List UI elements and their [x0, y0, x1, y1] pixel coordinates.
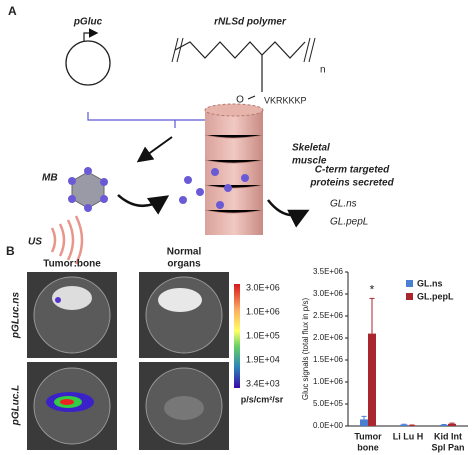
muscle-label: muscle: [292, 156, 327, 167]
column-label: Normal: [167, 247, 202, 258]
annotation: *: [370, 283, 375, 297]
y-tick-label: 3.5E+06: [313, 267, 344, 276]
y-tick-label: 1.0E+06: [313, 377, 344, 386]
product-label: GL.pepL: [330, 217, 368, 228]
colorbar-label: 3.4E+03: [246, 378, 280, 388]
colorbar-label: 1.0E+06: [246, 306, 280, 316]
x-tick-label: bone: [357, 442, 379, 452]
mb-label: MB: [42, 173, 58, 184]
x-tick-label: Tumor: [354, 431, 382, 441]
y-tick-label: 0.0E+00: [313, 421, 344, 430]
ultrasound-waves: [50, 215, 84, 265]
row-label: pGLuc.ns: [11, 292, 22, 340]
image-panels: [27, 272, 229, 450]
y-axis-title: Gluc signals (total flux in p/s): [301, 298, 310, 401]
repeat-label: n: [320, 65, 326, 76]
y-tick-label: 2.5E+06: [313, 311, 344, 320]
bar: [368, 333, 376, 426]
plasmid: [65, 40, 111, 86]
result-label: proteins secreted: [309, 178, 394, 189]
us-label: US: [28, 237, 42, 248]
error-bar: [449, 422, 455, 424]
bar: [440, 424, 448, 426]
arrow: [117, 194, 170, 215]
colorbar-label: 1.0E+05: [246, 330, 280, 340]
colorbar-unit: p/s/cm²/sr: [241, 394, 284, 404]
plasmid-label: pGluc: [73, 17, 103, 28]
nanoparticles: [179, 168, 249, 209]
legend-label: GL.pepL: [417, 291, 454, 301]
colorbar-label: 1.9E+04: [246, 354, 280, 364]
y-tick-label: 1.5E+06: [313, 355, 344, 364]
peptide: VKRKKKP: [264, 95, 307, 105]
bar: [360, 419, 368, 426]
bracket: [303, 37, 316, 63]
nanoparticles: [68, 167, 108, 212]
x-tick-label: Spl Pan: [431, 442, 464, 452]
product-label: GL.ns: [330, 199, 357, 210]
muscle-top: [204, 103, 264, 117]
bar: [448, 423, 456, 426]
result-label: C-term targeted: [315, 165, 390, 176]
error-bar: [369, 297, 375, 334]
side-chain: [247, 55, 263, 100]
panel-label: B: [6, 244, 15, 258]
muscle-label: Skeletal: [292, 143, 330, 154]
legend-swatch: [406, 293, 413, 300]
legend-swatch: [406, 280, 413, 287]
x-tick-label: Kid Int: [434, 431, 462, 441]
bracket: [171, 37, 184, 63]
y-tick-label: 2.0E+06: [313, 333, 344, 342]
promoter-arrow: [83, 28, 99, 41]
polymer-chain: [174, 41, 306, 59]
polymer-label: rNLSd polymer: [214, 17, 287, 28]
error-bar: [361, 415, 367, 420]
column-label: Tumor:bone: [43, 259, 101, 270]
column-label: organs: [167, 259, 201, 270]
colorbar-label: 3.0E+06: [246, 282, 280, 292]
arrow: [136, 136, 173, 163]
bar: [408, 425, 416, 426]
legend-label: GL.ns: [417, 278, 443, 288]
y-tick-label: 3.0E+06: [313, 289, 344, 298]
muscle-striations: [204, 134, 264, 214]
microbubble: [71, 171, 105, 209]
colorbar: [234, 284, 240, 388]
arrow: [267, 199, 310, 228]
y-tick-label: 5.0E+05: [313, 399, 344, 408]
oxygen: O: [236, 95, 244, 106]
row-label: pGLuc.L: [11, 385, 22, 427]
x-tick-label: Li Lu H: [393, 431, 424, 441]
panel-label: A: [8, 4, 17, 18]
bar: [400, 424, 408, 426]
